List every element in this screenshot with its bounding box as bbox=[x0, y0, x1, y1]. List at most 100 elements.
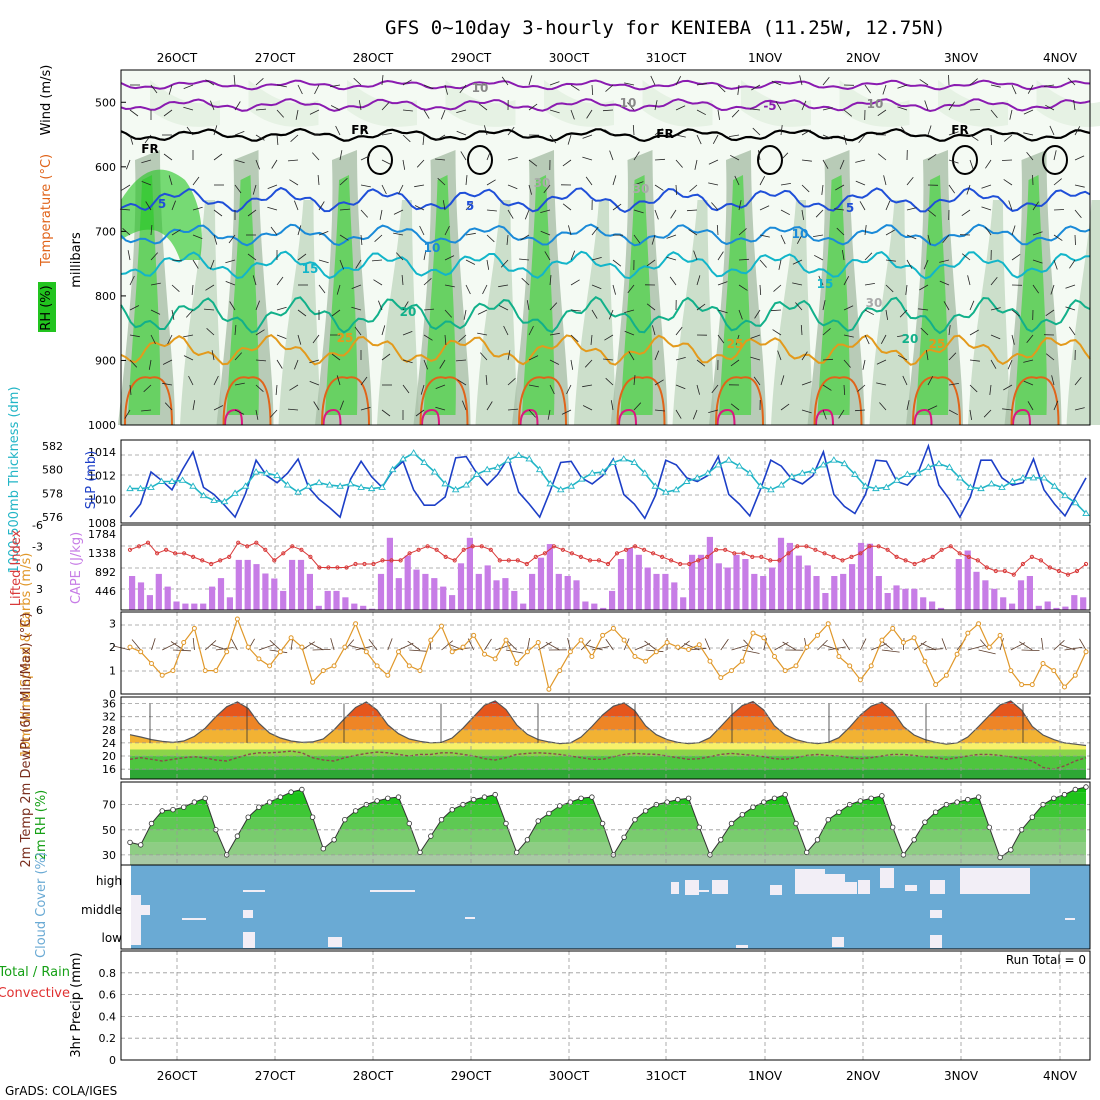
wind-barb bbox=[360, 406, 371, 411]
wind-barb bbox=[549, 302, 558, 311]
rh-point bbox=[1083, 784, 1089, 790]
wind-barb bbox=[465, 284, 471, 295]
wind-speed-point bbox=[782, 668, 788, 674]
wind-barb bbox=[633, 234, 641, 244]
wind-barb bbox=[864, 84, 872, 94]
lifted-index-point bbox=[939, 547, 944, 552]
wind-speed-point bbox=[1029, 682, 1035, 688]
lifted-index-point bbox=[542, 551, 548, 556]
lifted-index-point bbox=[290, 544, 295, 549]
slp-line bbox=[129, 443, 1087, 520]
rh-light-band bbox=[1036, 80, 1100, 127]
date-label-top: 4NOV bbox=[1043, 51, 1078, 65]
rh-point bbox=[975, 794, 982, 800]
wind-barb bbox=[255, 134, 265, 141]
temp-band bbox=[130, 742, 1086, 750]
wind-barb bbox=[927, 405, 938, 411]
wind-barb bbox=[876, 359, 887, 365]
cape-bar bbox=[129, 576, 136, 610]
wind-speed-point bbox=[793, 663, 799, 669]
wind-barb bbox=[919, 284, 929, 291]
pressure-tick-label: 500 bbox=[95, 96, 116, 109]
lifted-index-point bbox=[308, 554, 313, 560]
lifted-index-point bbox=[236, 540, 241, 545]
wind-barb bbox=[213, 405, 224, 411]
wind-barb bbox=[1023, 380, 1034, 386]
wind-speed-point bbox=[385, 672, 391, 678]
wind-barb bbox=[562, 203, 572, 211]
surface-wind-barb bbox=[330, 638, 335, 651]
wind-barb bbox=[646, 259, 656, 267]
cape-bar bbox=[982, 580, 989, 611]
wind-barb bbox=[423, 359, 428, 370]
wind-barb bbox=[1065, 306, 1076, 311]
wind-speed-point bbox=[320, 668, 326, 674]
wind-speed-point bbox=[503, 637, 509, 643]
wind-barb bbox=[967, 275, 971, 286]
rh-mid-column bbox=[574, 200, 616, 425]
wind-barb bbox=[585, 176, 593, 186]
cape-bar bbox=[937, 607, 945, 610]
isotherm-label: 10 bbox=[424, 241, 441, 255]
wind-barb bbox=[234, 382, 245, 386]
surface-wind-barb bbox=[978, 649, 996, 655]
wind-barb bbox=[313, 401, 320, 411]
wind-barb bbox=[360, 209, 368, 218]
wind-speed-point bbox=[1019, 682, 1025, 688]
date-label-bottom: 27OCT bbox=[255, 1069, 296, 1083]
cape-bar bbox=[795, 555, 802, 610]
wind-barb bbox=[183, 355, 194, 361]
isotherm-label: 25 bbox=[929, 337, 946, 351]
wind-barb bbox=[751, 84, 761, 91]
wind-barb bbox=[524, 209, 530, 220]
upper-wind-barbs bbox=[119, 74, 1085, 420]
isotherm-label: 5 bbox=[466, 199, 474, 213]
wind-barb bbox=[458, 334, 467, 342]
surface-wind-barb bbox=[1064, 646, 1083, 651]
wind-barb bbox=[255, 300, 260, 311]
thickness-point bbox=[788, 472, 796, 480]
thickness-point bbox=[777, 481, 786, 488]
temp-line bbox=[129, 700, 1087, 747]
thickness-point bbox=[430, 468, 439, 475]
cape-bar bbox=[866, 543, 873, 610]
rh-light-band bbox=[741, 80, 811, 127]
surface-wind-barb bbox=[537, 641, 552, 651]
rh-band bbox=[130, 787, 1086, 793]
isotherm-30-bubble bbox=[715, 376, 764, 426]
wind-barb bbox=[883, 175, 887, 186]
wind-barb bbox=[1023, 109, 1034, 115]
lifted-index-point bbox=[651, 551, 656, 556]
rh-light-band bbox=[347, 80, 417, 127]
surface-wind-barb bbox=[258, 644, 275, 651]
wind-speed-point bbox=[804, 644, 810, 650]
cloud-patch bbox=[182, 918, 206, 920]
temp-tick-label: 20 bbox=[102, 750, 116, 763]
wind-barb bbox=[318, 259, 329, 264]
wind-speed-point bbox=[492, 656, 498, 662]
cloud-patch bbox=[795, 869, 825, 894]
lifted-index-point bbox=[1074, 568, 1080, 574]
wind-barb bbox=[1008, 200, 1013, 211]
lifted-index-point bbox=[299, 547, 304, 552]
isotherm-labels: FR FR FR FR -5 5 5 5 10 10 15 15 20 20 25 25 25 10 10 10 30 3… bbox=[141, 81, 968, 351]
rh-point bbox=[180, 804, 187, 810]
label-wind: Wind (m/s) bbox=[39, 65, 54, 136]
rh-point bbox=[524, 837, 531, 843]
thickness-point bbox=[367, 484, 376, 492]
wind-barb bbox=[924, 100, 929, 111]
wind-barb bbox=[666, 234, 677, 239]
lifted-index-point bbox=[533, 554, 538, 560]
rh-point bbox=[331, 837, 337, 843]
label-rh: RH (%) bbox=[39, 285, 54, 330]
wind-barb bbox=[1053, 209, 1065, 211]
wind-speed-point bbox=[836, 654, 842, 659]
freezing-loop bbox=[367, 145, 393, 175]
wind-barb bbox=[570, 109, 575, 120]
wind-barb bbox=[1045, 309, 1055, 317]
wind-barb bbox=[822, 76, 830, 86]
wind-speed-point bbox=[127, 644, 133, 650]
cape-bar bbox=[529, 573, 536, 610]
thickness-point bbox=[294, 488, 302, 495]
surface-wind-barb bbox=[731, 644, 749, 651]
